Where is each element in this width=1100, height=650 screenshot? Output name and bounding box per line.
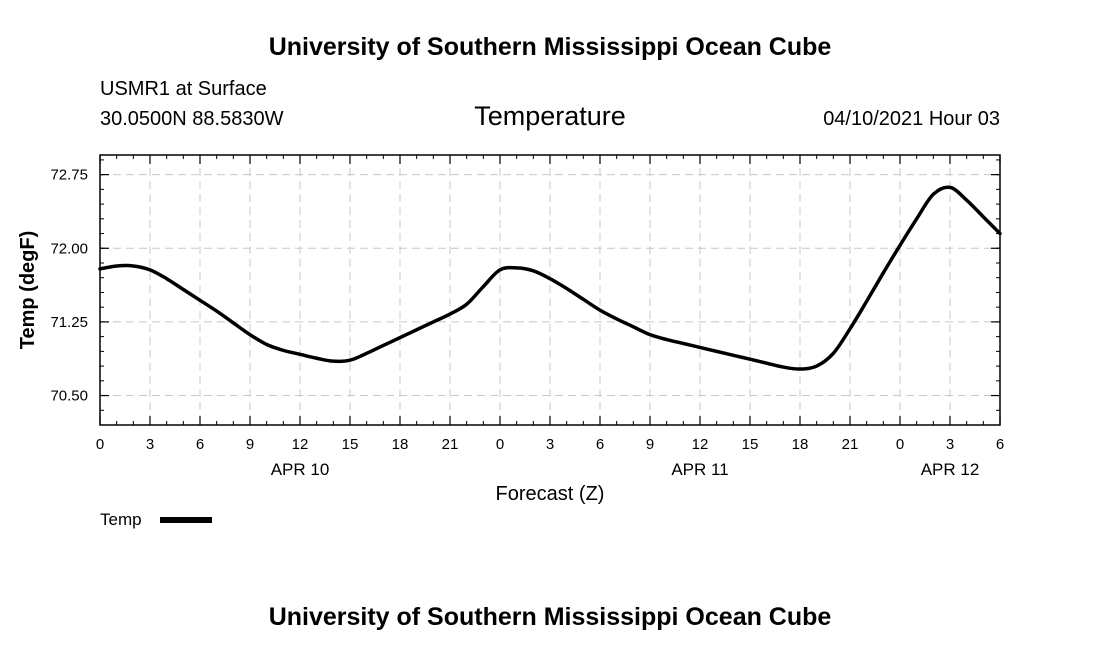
axes <box>99 154 1001 426</box>
day-label: APR 12 <box>921 460 980 479</box>
footer-title: University of Southern Mississippi Ocean… <box>269 603 832 631</box>
legend-label: Temp <box>100 510 142 529</box>
x-tick-label: 9 <box>646 436 654 453</box>
x-tick-label: 18 <box>392 436 409 453</box>
x-tick-label: 3 <box>146 436 154 453</box>
y-tick-label: 70.50 <box>50 388 88 405</box>
x-tick-label: 15 <box>742 436 759 453</box>
x-tick-label: 0 <box>896 436 904 453</box>
day-label: APR 10 <box>271 460 330 479</box>
x-tick-label: 6 <box>996 436 1004 453</box>
x-tick-label: 21 <box>842 436 859 453</box>
y-tick-label: 72.75 <box>50 167 88 184</box>
x-tick-label: 21 <box>442 436 459 453</box>
x-tick-label: 12 <box>292 436 309 453</box>
y-tick-label: 71.25 <box>50 314 88 331</box>
y-axis-label: Temp (degF) <box>17 231 39 350</box>
x-tick-label: 12 <box>692 436 709 453</box>
temp-series-line <box>98 185 1002 371</box>
y-tick-label: 72.00 <box>50 240 88 257</box>
x-tick-label: 15 <box>342 436 359 453</box>
legend: Temp <box>100 510 212 529</box>
day-label: APR 11 <box>671 460 728 479</box>
x-tick-label: 0 <box>496 436 504 453</box>
x-tick-label: 3 <box>946 436 954 453</box>
x-tick-label: 3 <box>546 436 554 453</box>
x-tick-label: 0 <box>96 436 104 453</box>
station-label: USMR1 at Surface <box>100 78 267 100</box>
x-tick-label: 6 <box>596 436 604 453</box>
header-title: University of Southern Mississippi Ocean… <box>269 33 832 61</box>
x-tick-label: 9 <box>246 436 254 453</box>
x-tick-label: 18 <box>792 436 809 453</box>
chart-title: Temperature <box>474 101 626 131</box>
grid-lines <box>100 155 1000 425</box>
tick-labels: 0 3 6 9 12 15 18 21 0 3 6 9 12 15 18 21 0 3 6 70.50 71.25 72.… <box>50 167 1004 479</box>
x-axis-label: Forecast (Z) <box>496 483 605 505</box>
coordinates-label: 30.0500N 88.5830W <box>100 108 284 130</box>
date-time-label: 04/10/2021 Hour 03 <box>823 108 1000 130</box>
x-tick-label: 6 <box>196 436 204 453</box>
series-layer <box>98 185 1002 371</box>
